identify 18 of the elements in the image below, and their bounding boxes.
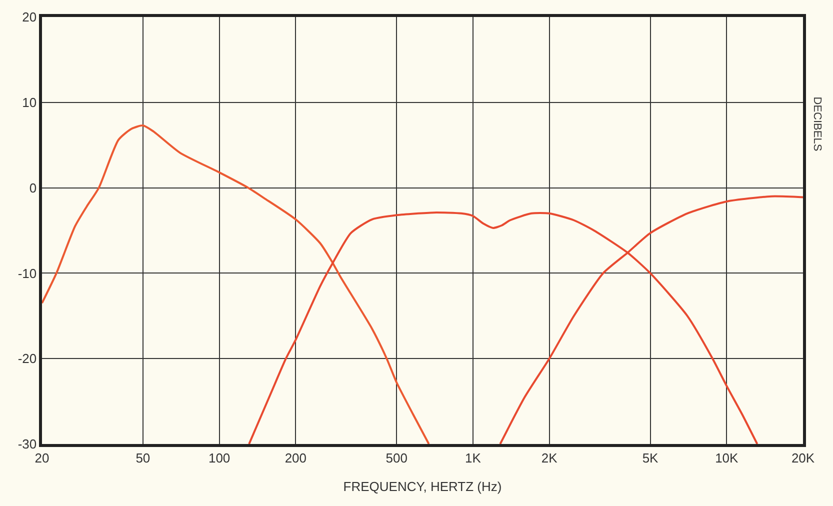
x-tick-label: 100 <box>208 450 230 466</box>
x-axis-title: FREQUENCY, HERTZ (Hz) <box>343 478 502 494</box>
y-tick-label: 0 <box>29 180 37 196</box>
x-tick-label: 500 <box>386 450 408 466</box>
x-tick-label: 50 <box>136 450 150 466</box>
y-axis-title: DECIBELS <box>810 96 823 152</box>
x-tick-label: 1K <box>465 450 482 466</box>
x-tick-label: 10K <box>715 450 739 466</box>
y-tick-label: 20 <box>22 10 37 25</box>
y-tick-label: -20 <box>18 351 37 366</box>
x-tick-label: 20 <box>34 450 50 466</box>
x-tick-label: 200 <box>284 450 307 466</box>
x-tick-label: 5K <box>642 450 659 466</box>
y-tick-label: -10 <box>18 266 37 281</box>
x-tick-label: 20K <box>791 450 815 466</box>
y-tick-label: -30 <box>18 436 37 452</box>
y-tick-label: 10 <box>22 94 37 110</box>
x-tick-label: 2K <box>541 450 558 466</box>
